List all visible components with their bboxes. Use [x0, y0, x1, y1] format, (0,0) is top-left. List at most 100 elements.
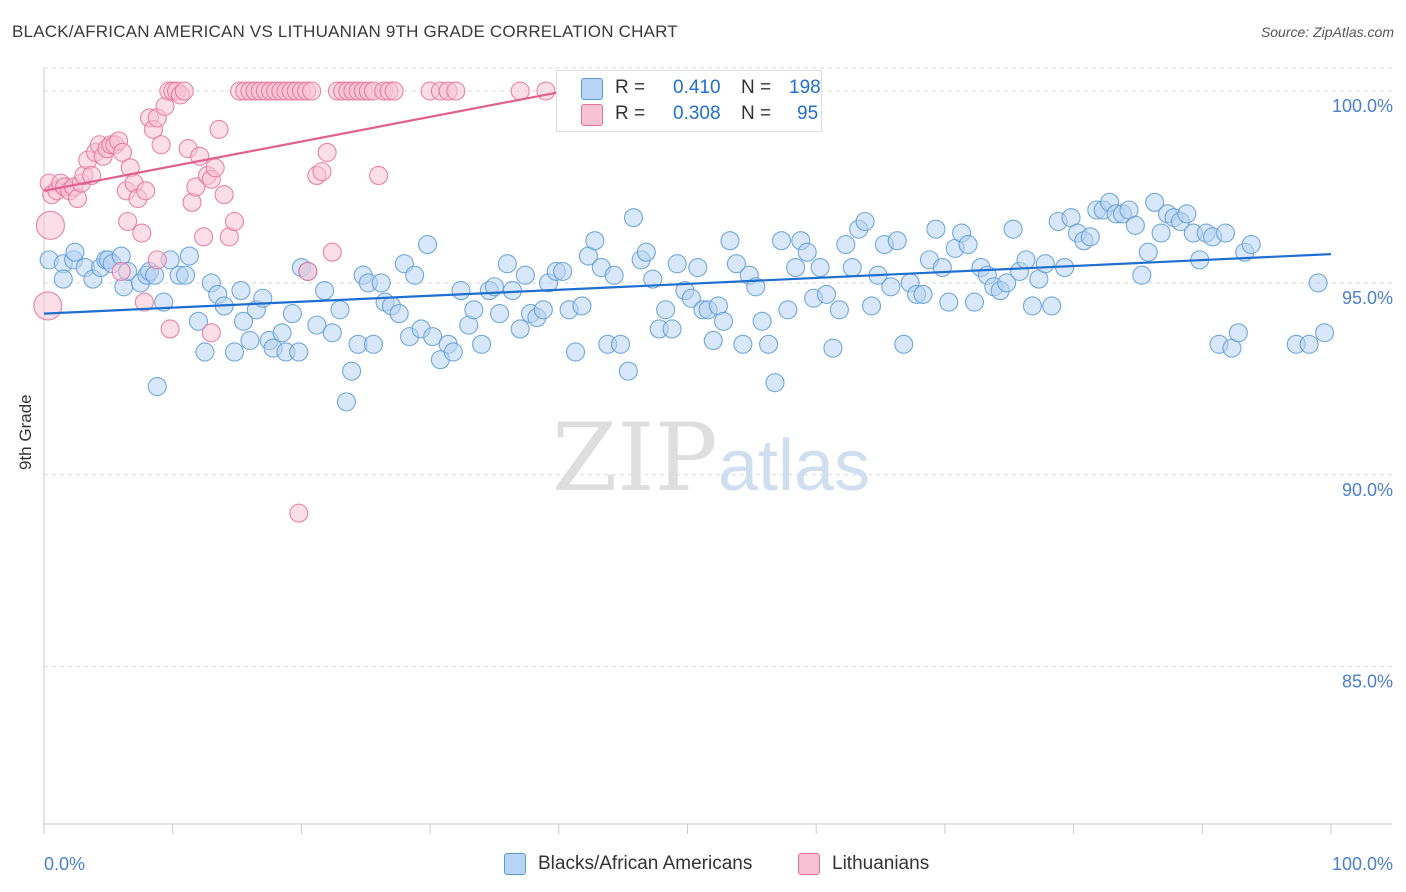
data-point[interactable]	[233, 311, 254, 331]
data-point[interactable]	[33, 291, 63, 321]
data-point[interactable]	[604, 265, 624, 285]
data-point[interactable]	[585, 231, 605, 251]
data-point[interactable]	[1125, 215, 1145, 235]
data-point[interactable]	[861, 296, 882, 316]
data-point[interactable]	[643, 269, 663, 289]
data-point[interactable]	[958, 234, 978, 255]
data-point[interactable]	[132, 223, 152, 243]
data-point[interactable]	[688, 258, 708, 278]
data-point[interactable]	[515, 265, 535, 285]
data-point[interactable]	[188, 311, 208, 331]
data-point[interactable]	[53, 269, 73, 289]
data-point[interactable]	[179, 246, 199, 266]
data-point[interactable]	[282, 304, 302, 324]
data-point[interactable]	[1042, 296, 1062, 316]
data-point[interactable]	[565, 342, 586, 362]
data-point[interactable]	[289, 503, 309, 523]
data-point[interactable]	[855, 211, 875, 232]
data-point[interactable]	[307, 315, 327, 335]
data-point[interactable]	[656, 300, 676, 320]
data-point[interactable]	[881, 277, 901, 297]
data-point[interactable]	[726, 254, 746, 274]
data-point[interactable]	[932, 258, 952, 278]
data-point[interactable]	[681, 288, 701, 308]
data-point[interactable]	[636, 242, 656, 262]
data-point[interactable]	[1177, 204, 1197, 224]
data-point[interactable]	[823, 338, 843, 358]
data-point[interactable]	[201, 323, 221, 343]
data-point[interactable]	[810, 258, 830, 278]
data-point[interactable]	[497, 254, 517, 274]
data-point[interactable]	[317, 142, 337, 162]
data-point[interactable]	[443, 342, 463, 362]
data-point[interactable]	[472, 334, 492, 354]
data-point[interactable]	[997, 273, 1017, 293]
data-point[interactable]	[446, 81, 466, 101]
data-point[interactable]	[35, 210, 65, 240]
data-point[interactable]	[836, 234, 856, 255]
data-point[interactable]	[174, 81, 194, 101]
data-point[interactable]	[423, 327, 443, 347]
data-point[interactable]	[160, 319, 180, 339]
data-point[interactable]	[186, 177, 206, 197]
data-point[interactable]	[1299, 334, 1319, 354]
data-point[interactable]	[1151, 223, 1171, 243]
data-point[interactable]	[1145, 192, 1165, 212]
data-point[interactable]	[336, 392, 356, 412]
legend-item-blacks[interactable]: Blacks/African Americans	[504, 852, 752, 876]
data-point[interactable]	[65, 242, 85, 262]
data-point[interactable]	[746, 277, 766, 297]
data-point[interactable]	[224, 211, 245, 232]
data-point[interactable]	[112, 142, 133, 162]
data-point[interactable]	[118, 211, 138, 232]
data-point[interactable]	[154, 292, 174, 312]
data-point[interactable]	[302, 81, 322, 101]
data-point[interactable]	[611, 334, 631, 354]
data-point[interactable]	[272, 323, 292, 343]
data-point[interactable]	[771, 231, 792, 251]
data-point[interactable]	[209, 119, 229, 139]
data-point[interactable]	[330, 300, 350, 320]
data-point[interactable]	[298, 261, 318, 281]
data-point[interactable]	[816, 284, 837, 304]
data-point[interactable]	[1132, 265, 1152, 285]
data-point[interactable]	[322, 242, 342, 262]
data-point[interactable]	[240, 330, 260, 351]
data-point[interactable]	[1228, 323, 1248, 343]
data-point[interactable]	[111, 261, 131, 281]
data-point[interactable]	[136, 181, 156, 201]
data-point[interactable]	[315, 281, 335, 301]
data-point[interactable]	[417, 234, 438, 255]
data-point[interactable]	[887, 231, 907, 251]
data-point[interactable]	[214, 185, 234, 205]
data-point[interactable]	[464, 300, 484, 320]
data-point[interactable]	[733, 334, 753, 354]
data-point[interactable]	[618, 361, 638, 381]
data-point[interactable]	[759, 334, 779, 354]
data-point[interactable]	[662, 319, 682, 339]
data-point[interactable]	[667, 254, 687, 274]
data-point[interactable]	[369, 165, 389, 186]
data-point[interactable]	[778, 300, 798, 320]
data-point[interactable]	[703, 330, 723, 351]
data-point[interactable]	[371, 273, 391, 293]
data-point[interactable]	[829, 300, 849, 320]
data-point[interactable]	[894, 334, 914, 354]
data-point[interactable]	[786, 258, 806, 278]
data-point[interactable]	[312, 162, 332, 182]
data-point[interactable]	[1215, 223, 1236, 243]
data-point[interactable]	[533, 300, 553, 320]
data-point[interactable]	[342, 361, 362, 381]
data-point[interactable]	[1138, 242, 1158, 262]
data-point[interactable]	[926, 219, 946, 239]
data-point[interactable]	[1022, 296, 1042, 316]
data-point[interactable]	[964, 292, 985, 312]
data-point[interactable]	[842, 258, 862, 278]
data-point[interactable]	[451, 281, 471, 301]
data-point[interactable]	[1080, 227, 1100, 247]
data-point[interactable]	[205, 158, 225, 178]
data-point[interactable]	[1315, 323, 1335, 343]
data-point[interactable]	[939, 292, 959, 312]
data-point[interactable]	[151, 135, 171, 155]
data-point[interactable]	[1016, 250, 1036, 270]
